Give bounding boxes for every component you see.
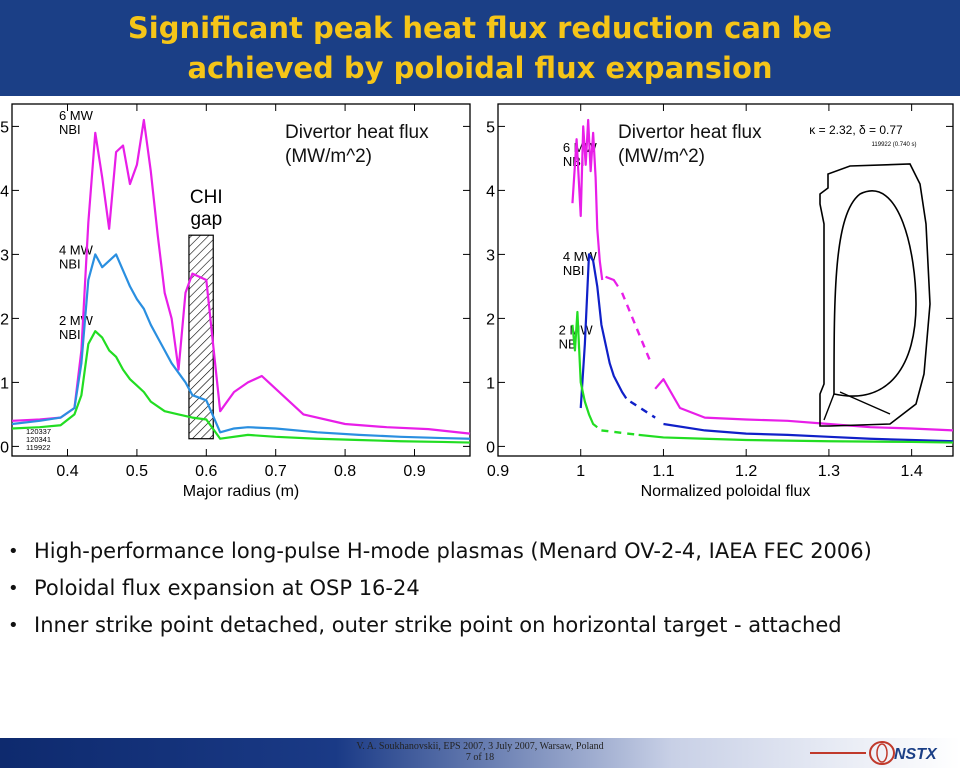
series-line — [11, 330, 471, 444]
x-tick-label: 0.8 — [334, 463, 356, 480]
x-tick-label: 0.9 — [487, 463, 509, 480]
title-line-2: achieved by poloidal flux expansion — [187, 51, 773, 85]
x-tick-label: 0.5 — [126, 463, 148, 480]
x-axis-label: Major radius (m) — [183, 483, 299, 500]
heat-flux-charts: 0.4 0.5 0.6 0.7 0.8 0.9 0 1 2 3 4 5 Major radius (m)… — [0, 103, 954, 500]
slide-title: Significant peak heat flux reduction can… — [0, 8, 960, 88]
y-tick-label: 0 — [486, 439, 495, 456]
plasma-boundary-outline — [833, 190, 917, 397]
series-line — [571, 310, 598, 429]
footer-citation: V. A. Soukhanovskii, EPS 2007, 3 July 20… — [356, 741, 604, 752]
chart-title: Divertor heat flux — [618, 122, 762, 143]
vessel-wall-outline — [819, 163, 931, 427]
annotation-label: 2 MW — [59, 313, 94, 328]
nstx-logo: NSTX — [810, 741, 938, 765]
y-tick-label: 3 — [486, 247, 495, 264]
bullet-item: • High-performance long-pulse H-mode plas… — [8, 536, 948, 567]
inset-shot-label: 119922 (0.740 s) — [872, 142, 917, 148]
y-tick-label: 1 — [0, 375, 9, 392]
annotation-label: 4 MW — [59, 242, 94, 257]
shot-number-label: 120341 — [26, 435, 51, 444]
inset-shape-label: κ = 2.32, δ = 0.77 — [809, 123, 903, 137]
bullet-text: Inner strike point detached, outer strik… — [34, 613, 842, 637]
series-line — [571, 118, 604, 281]
bullet-item: • Poloidal flux expansion at OSP 16-24 — [8, 573, 948, 604]
x-tick-label: 0.9 — [403, 463, 425, 480]
series-line — [11, 253, 471, 440]
series-line-segment — [605, 275, 619, 287]
x-tick-label: 0.4 — [56, 463, 78, 480]
annotation-label: NBI — [563, 263, 585, 278]
series-line — [579, 253, 628, 409]
x-tick-label: 0.7 — [265, 463, 287, 480]
x-tick-label: 1.3 — [818, 463, 840, 480]
y-tick-label: 2 — [486, 311, 495, 328]
series-line — [11, 118, 471, 435]
y-tick-label: 4 — [486, 183, 495, 200]
y-tick-label: 1 — [486, 375, 495, 392]
divertor-leg — [823, 393, 835, 421]
series-dashed-extrapolation — [620, 292, 653, 364]
bullet-dot-icon: • — [8, 578, 19, 599]
footer-bar — [0, 738, 960, 768]
bullet-dot-icon: • — [8, 541, 19, 562]
series-tail-line — [638, 433, 954, 444]
x-axis-label: Normalized poloidal flux — [641, 483, 811, 500]
chart-title: Divertor heat flux — [285, 122, 429, 143]
chart-major-radius: 0.4 0.5 0.6 0.7 0.8 0.9 0 1 2 3 4 5 Major radius (m)… — [0, 103, 471, 500]
shot-number-label: 120337 — [26, 427, 51, 436]
chart-title: (MW/m^2) — [285, 146, 372, 167]
annotation-label: NBI — [59, 256, 81, 271]
plot-frame — [11, 103, 471, 457]
series-tail-line — [663, 422, 954, 443]
divertor-leg — [839, 391, 891, 415]
logo-text: NSTX — [894, 746, 938, 763]
annotation-label: NBI — [59, 327, 81, 342]
bullet-text: Poloidal flux expansion at OSP 16-24 — [34, 576, 420, 600]
annotation-label: gap — [190, 209, 222, 230]
y-tick-label: 0 — [0, 439, 9, 456]
x-tick-label: 1.4 — [901, 463, 923, 480]
bullet-text: High-performance long-pulse H-mode plasm… — [34, 539, 872, 563]
y-tick-label: 5 — [486, 119, 495, 136]
bullet-dot-icon: • — [8, 615, 19, 636]
chart-title: (MW/m^2) — [618, 146, 705, 167]
y-tick-label: 2 — [0, 311, 9, 328]
footer-page-number: 7 of 18 — [465, 752, 495, 763]
y-tick-label: 5 — [0, 119, 9, 136]
x-tick-label: 0.6 — [195, 463, 217, 480]
bullet-item: • Inner strike point detached, outer stri… — [8, 610, 948, 641]
y-tick-label: 4 — [0, 183, 9, 200]
chart-normalized-flux: 0.9 1 1.1 1.2 1.3 1.4 0 1 2 3 4 5 Normalized poloida… — [486, 103, 954, 500]
plot-frame — [497, 103, 954, 457]
title-bar — [0, 0, 960, 96]
series-dashed-extrapolation — [629, 400, 656, 419]
series-dashed-extrapolation — [601, 429, 639, 437]
annotation-label: NBI — [59, 122, 81, 137]
y-tick-label: 3 — [0, 247, 9, 264]
x-tick-label: 1.2 — [735, 463, 757, 480]
x-tick-label: 1.1 — [652, 463, 674, 480]
annotation-label: 6 MW — [59, 108, 94, 123]
annotation-label: CHI — [190, 187, 223, 208]
title-line-1: Significant peak heat flux reduction can… — [127, 11, 833, 45]
bullet-list: • High-performance long-pulse H-mode plas… — [8, 536, 948, 647]
x-tick-label: 1 — [576, 463, 585, 480]
series-tail-line — [654, 378, 954, 432]
shot-number-label: 119922 — [26, 443, 50, 452]
annotation-label: NBI — [559, 336, 581, 351]
footer-text: V. A. Soukhanovskii, EPS 2007, 3 July 20… — [260, 741, 700, 763]
